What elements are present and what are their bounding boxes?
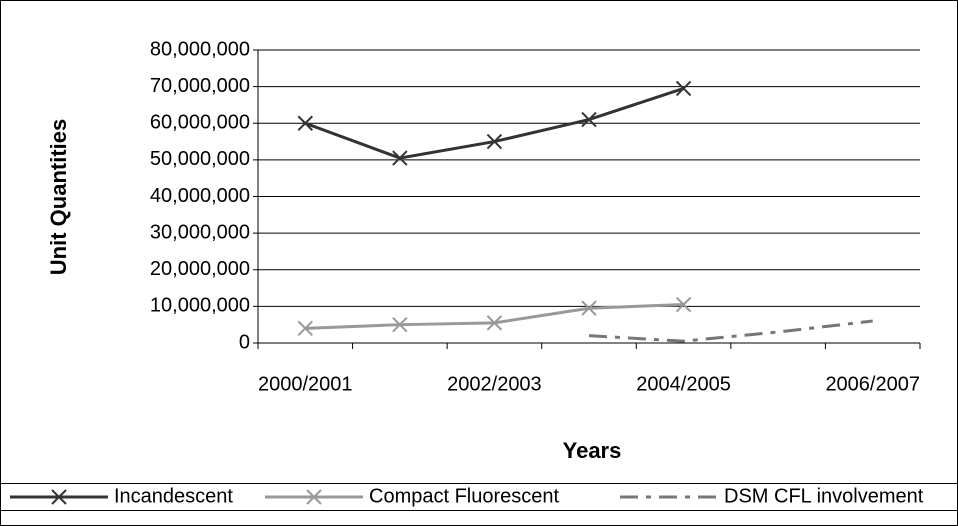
y-tick-label: 60,000,000 [150, 112, 250, 134]
x-axis-title: Years [563, 438, 622, 463]
point-marker [675, 80, 692, 97]
point-marker [297, 115, 313, 131]
legend-label: Compact Fluorescent [369, 485, 560, 507]
point-marker [675, 296, 692, 313]
legend-label: DSM CFL involvement [724, 485, 924, 507]
point-marker [486, 133, 503, 150]
y-tick-label: 80,000,000 [150, 38, 250, 60]
legend-label: Incandescent [114, 485, 233, 507]
y-tick-label: 30,000,000 [150, 221, 250, 243]
x-tick-label: 2002/2003 [447, 373, 542, 395]
point-marker [392, 150, 408, 166]
y-tick-label: 70,000,000 [150, 75, 250, 97]
legend-marker [51, 489, 67, 505]
series-line [588, 319, 873, 343]
point-marker [297, 320, 313, 337]
y-tick-label: 0 [239, 331, 250, 353]
y-tick-label: 40,000,000 [150, 185, 250, 207]
point-marker [581, 111, 597, 128]
y-tick-label: 20,000,000 [150, 258, 250, 280]
x-tick-label: 2000/2001 [258, 373, 353, 395]
point-marker [392, 316, 408, 333]
x-tick-label: 2004/2005 [636, 373, 731, 395]
y-tick-label: 50,000,000 [150, 148, 250, 170]
point-marker [581, 300, 597, 316]
y-axis-title: Unit Quantities [46, 119, 71, 275]
legend-marker [306, 489, 322, 505]
y-tick-label: 10,000,000 [150, 295, 250, 317]
x-tick-label: 2006/2007 [825, 373, 920, 395]
point-marker [486, 315, 503, 331]
